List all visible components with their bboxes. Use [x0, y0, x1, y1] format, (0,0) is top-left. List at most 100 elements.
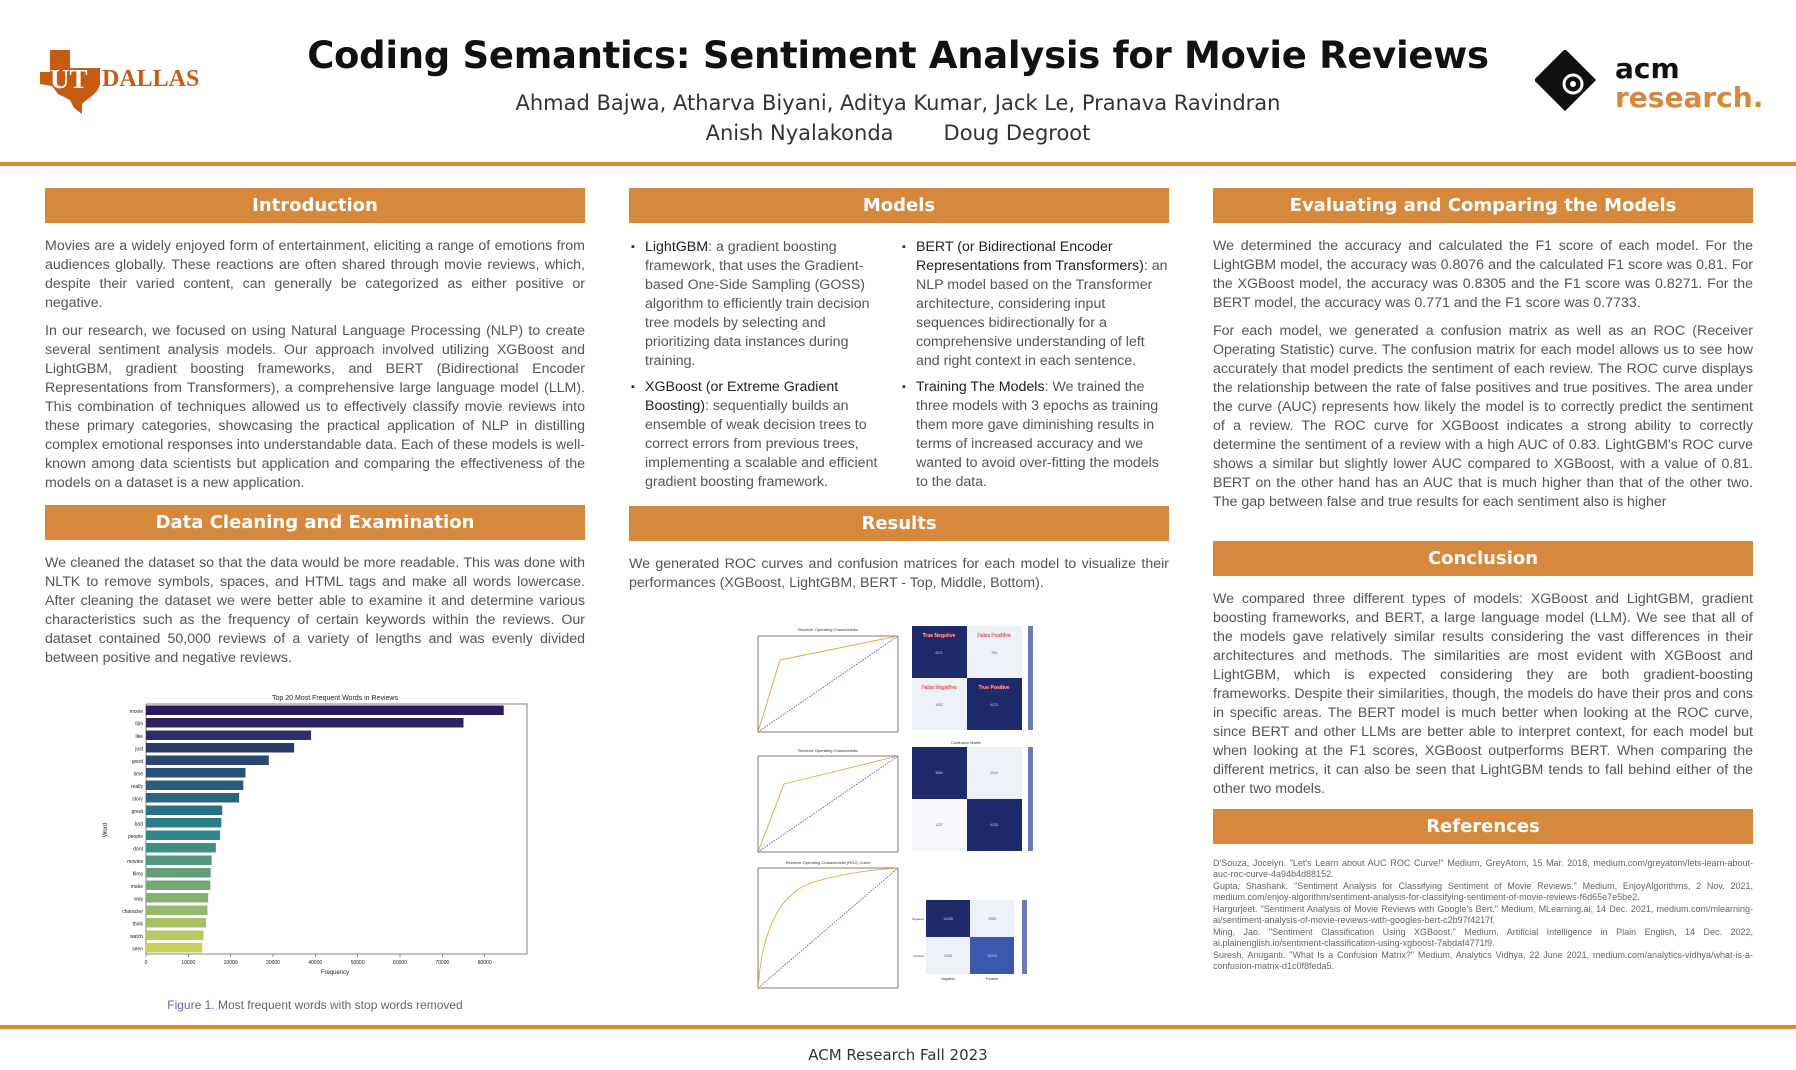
cm-value: 1953 [988, 917, 996, 921]
data-cleaning-section: Data Cleaning and Examination We cleaned… [45, 505, 585, 677]
authors: Ahmad Bajwa, Atharva Biyani, Aditya Kuma… [0, 88, 1796, 148]
cm-title: Confusion Matrix [951, 740, 981, 745]
tick-label-really: really [131, 784, 143, 790]
results-section: Results We generated ROC curves and conf… [629, 506, 1169, 602]
references-heading: References [1213, 809, 1753, 844]
bar-seen [146, 943, 203, 953]
results-p1: We generated ROC curves and confusion ma… [629, 556, 1169, 591]
poster-header: UT DALLAS Coding Semantics: Sentiment An… [0, 0, 1796, 165]
results-heading: Results [629, 506, 1169, 541]
roc-curve-lightgbm: Receiver Operating Characteristic [757, 748, 899, 853]
tick-label-way: way [134, 897, 143, 903]
cm-value: 4173 [990, 703, 998, 707]
bar-watch [146, 930, 204, 940]
column-right: Evaluating and Comparing the Models We d… [1213, 188, 1753, 521]
tick-label-time: time [134, 772, 144, 778]
model-desc: : sequentially builds an ensemble of wea… [645, 398, 878, 490]
bar-great [146, 805, 223, 815]
conclusion-section: Conclusion We compared three different t… [1213, 541, 1753, 808]
cm-value: 754 [991, 651, 997, 655]
bar-think [146, 918, 207, 928]
cm-label-fp: False Positive [977, 633, 1011, 639]
roc-title: Receiver Operating Characteristic [798, 748, 858, 753]
cm-value: 1237 [935, 823, 943, 827]
reference-item: Gupta, Shashank. "Sentiment Analysis for… [1213, 881, 1753, 902]
bar-film [146, 718, 464, 728]
tick-label-bad: bad [135, 822, 144, 828]
model-item-lightgbm: LightGBM: a gradient boosting framework,… [629, 238, 894, 371]
bar-movie [146, 705, 504, 715]
column-middle: Models [629, 188, 1169, 223]
tick-label-make: make [131, 884, 143, 890]
bar-way [146, 893, 209, 903]
cm-value: 10219 [987, 954, 997, 958]
logo-ut-text: UT [50, 64, 88, 94]
models-list-right: BERT (or Bidirectional Encoder Represent… [900, 238, 1169, 499]
data-cleaning-heading: Data Cleaning and Examination [45, 505, 585, 540]
bar-dont [146, 843, 216, 853]
bar-make [146, 880, 211, 890]
x-tick-label: 60000 [393, 960, 407, 966]
tick-label-story: story [132, 797, 143, 803]
x-tick-label: 40000 [308, 960, 322, 966]
conclusion-p1: We compared three different types of mod… [1213, 591, 1753, 797]
ut-dallas-logo: UT DALLAS [40, 50, 199, 114]
reference-item: Hargurjeet. "Sentiment Analysis of Movie… [1213, 904, 1753, 925]
tick-label-watch: watch [130, 934, 143, 940]
model-desc: : a gradient boosting framework, that us… [645, 239, 870, 369]
chart-title: Top 20 Most Frequent Words in Reviews [272, 695, 398, 702]
tick-label-like: like [135, 734, 143, 740]
references-list: D'Souza, Jocelyn. "Let's Learn about AUC… [1213, 844, 1753, 972]
tick-label-people: people [128, 834, 143, 840]
confusion-matrix-lightgbm: Confusion Matrix 3854 1013 1237 4133 [912, 740, 1033, 851]
model-term: BERT (or Bidirectional Encoder Represent… [916, 239, 1144, 274]
cm-label-tn: True Negative [923, 633, 956, 639]
model-term: Training The Models [916, 379, 1045, 395]
cm-value: 4133 [990, 823, 998, 827]
author-anish: Anish Nyalakonda [705, 121, 894, 145]
cm-axis-label: Negative [912, 917, 924, 921]
bar-really [146, 780, 244, 790]
roc-title: Receiver Operating Characteristic (ROC) … [786, 860, 871, 865]
evaluating-p1: We determined the accuracy and calculate… [1213, 238, 1753, 311]
roc-curve-xgboost: Receiver Operating Characteristic [757, 627, 899, 733]
x-tick-label: 10000 [181, 960, 195, 966]
tick-label-movies: movies [127, 859, 143, 865]
reference-item: Suresh, Anuganti. "What Is a Confusion M… [1213, 950, 1753, 971]
bar-like [146, 730, 312, 740]
cm-label-fn: False Negative [921, 685, 956, 691]
bar-time [146, 768, 246, 778]
cm-value: 4071 [935, 651, 943, 655]
reference-item: Ming, Jao. "Sentiment Classification Usi… [1213, 927, 1753, 948]
bar-good [146, 755, 269, 765]
model-desc: : an NLP model based on the Transformer … [916, 258, 1168, 369]
references-section: References D'Souza, Jocelyn. "Let's Lear… [1213, 809, 1753, 973]
bar-bad [146, 818, 222, 828]
x-tick-label: 20000 [224, 960, 238, 966]
introduction-p2: In our research, we focused on using Nat… [45, 323, 585, 491]
x-tick-label: 30000 [266, 960, 280, 966]
cm-value: 10285 [943, 917, 953, 921]
tick-label-great: great [132, 809, 144, 815]
evaluating-heading: Evaluating and Comparing the Models [1213, 188, 1753, 223]
column-left: Introduction Movies are a widely enjoyed… [45, 188, 585, 502]
poster-title: Coding Semantics: Sentiment Analysis for… [307, 34, 1489, 77]
confusion-matrix-bert: 10285 1953 2263 10219 Negative Positive … [912, 900, 1027, 981]
roc-curve-bert: Receiver Operating Characteristic (ROC) … [757, 860, 899, 989]
authors-line-1: Ahmad Bajwa, Atharva Biyani, Aditya Kuma… [515, 91, 1281, 115]
tick-label-films: films [133, 872, 144, 878]
cm-value: 1013 [990, 771, 998, 775]
confusion-matrix-xgboost: Confusion Matrix True Negative False Pos… [912, 626, 1033, 730]
tick-label-seen: seen [132, 947, 143, 953]
acm-research-logo: acm research. [1535, 50, 1763, 114]
introduction-p1: Movies are a widely enjoyed form of ente… [45, 238, 585, 311]
models-list-left: LightGBM: a gradient boosting framework,… [629, 238, 894, 499]
footer-text: ACM Research Fall 2023 [808, 1046, 988, 1064]
tick-label-just: just [134, 747, 143, 753]
tick-label-character: character [122, 909, 143, 915]
conclusion-heading: Conclusion [1213, 541, 1753, 576]
logo-acm-text: acm [1615, 52, 1680, 85]
introduction-heading: Introduction [45, 188, 585, 223]
chart-plot-frame [145, 703, 528, 955]
results-figures: Receiver Operating Characteristic Confus… [757, 626, 1033, 989]
